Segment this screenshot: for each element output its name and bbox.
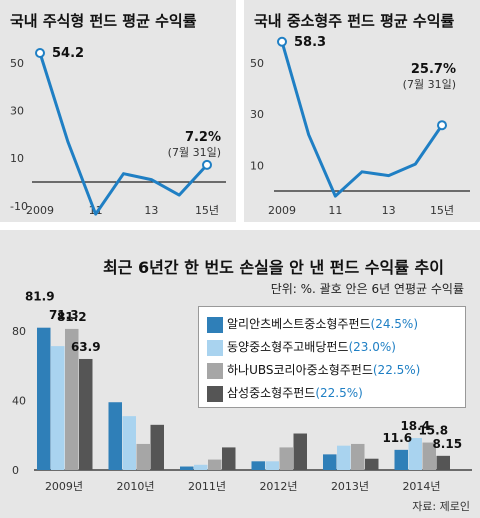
bar <box>136 443 150 470</box>
data-label: 11.6 <box>382 431 412 445</box>
legend-avg: (22.5%) <box>315 386 363 400</box>
panel-smallcap-fund: 국내 중소형주 펀드 평균 수익률 50 30 10 2009 11 13 15년 58.3 2… <box>244 0 480 222</box>
bar <box>408 438 422 470</box>
legend-label: 하나UBS코리아중소형주펀드 <box>227 363 373 377</box>
legend-label: 동양중소형주고배당펀드 <box>227 340 349 354</box>
bar <box>323 454 337 470</box>
legend-item-dongyang: 동양중소형주고배당펀드(23.0%) <box>207 338 396 356</box>
data-point-marker <box>202 159 212 170</box>
x-tick-label: 2011년 <box>188 480 226 493</box>
series-line <box>38 52 209 216</box>
chart-title-equity: 국내 주식형 펀드 평균 수익률 <box>10 12 197 30</box>
data-label: 15.8 <box>418 424 448 438</box>
legend-item-hana: 하나UBS코리아중소형주펀드(22.5%) <box>207 361 420 379</box>
bar <box>351 443 365 470</box>
data-label: 8.15 <box>432 437 462 451</box>
x-tick-label: 15년 <box>195 204 219 217</box>
legend-avg: (23.0%) <box>348 340 396 354</box>
bar <box>422 442 436 470</box>
x-tick-label: 2013년 <box>331 480 369 493</box>
bar <box>279 447 293 470</box>
bar <box>365 458 379 470</box>
y-tick-label: 50 <box>250 57 264 70</box>
bar <box>180 466 194 470</box>
legend-item-samsung: 삼성중소형주펀드(22.5%) <box>207 384 363 402</box>
legend-swatch <box>207 362 223 379</box>
data-label: 63.9 <box>71 340 101 354</box>
x-tick-label: 15년 <box>430 204 454 217</box>
legend-item-allianz: 알리안츠베스트중소형주펀드(24.5%) <box>207 315 418 333</box>
panel-equity-fund: 국내 주식형 펀드 평균 수익률 50 30 10 -10 2009 11 13 15년 54.… <box>0 0 236 222</box>
bar <box>51 346 65 470</box>
y-tick-label: 40 <box>12 395 26 408</box>
data-label-note: (7월 31일) <box>168 145 221 159</box>
bar <box>251 461 265 470</box>
bar <box>65 328 79 470</box>
y-tick-label: 10 <box>10 152 24 165</box>
y-tick-label: 50 <box>10 57 24 70</box>
y-tick-label: 10 <box>250 159 264 172</box>
bar <box>394 449 408 470</box>
x-tick-label: 11 <box>328 204 342 217</box>
data-point-marker <box>277 36 287 47</box>
line-chart-smallcap: 50 30 10 2009 11 13 15년 58.3 25.7%(7월 31일) <box>250 35 470 217</box>
data-label: 81.2 <box>57 310 87 324</box>
x-tick-label: 2010년 <box>116 480 154 493</box>
y-tick-label: 0 <box>12 464 19 477</box>
x-tick-label: 13 <box>144 204 158 217</box>
bar <box>108 402 122 470</box>
y-tick-label: 30 <box>10 105 24 118</box>
legend: 알리안츠베스트중소형주펀드(24.5%) 동양중소형주고배당펀드(23.0%) … <box>198 306 466 408</box>
chart-subtitle-bar: 단위: %. 괄호 안은 6년 연평균 수익률 <box>270 282 464 296</box>
chart-title-smallcap: 국내 중소형주 펀드 평균 수익률 <box>254 12 455 30</box>
data-label: 18.4 <box>400 419 430 433</box>
y-tick-label: 30 <box>250 108 264 121</box>
x-tick-label: 2014년 <box>402 480 440 493</box>
bar <box>122 416 136 470</box>
bar <box>293 433 307 470</box>
bar <box>79 358 93 470</box>
bar <box>150 424 164 470</box>
legend-avg: (24.5%) <box>370 317 419 331</box>
bar <box>37 327 51 470</box>
chart-title-bar: 최근 6년간 한 번도 손실을 안 낸 펀드 수익률 추이 <box>103 258 444 277</box>
bar <box>436 455 450 470</box>
source-note: 자료: 제로인 <box>412 500 470 513</box>
y-tick-label: -10 <box>10 200 28 213</box>
data-label: 71.3 <box>49 308 79 322</box>
x-tick-label: 2009 <box>268 204 296 217</box>
x-tick-label: 2012년 <box>259 480 297 493</box>
legend-avg: (22.5%) <box>372 363 421 377</box>
bar <box>265 461 279 470</box>
data-label: 25.7% <box>411 62 456 77</box>
data-label: 7.2% <box>185 130 221 145</box>
x-tick-label: 2009 <box>26 204 54 217</box>
legend-swatch <box>207 316 223 333</box>
data-label: 58.3 <box>294 35 326 50</box>
bar <box>222 447 236 470</box>
series-line <box>280 41 444 198</box>
bar <box>208 459 222 470</box>
x-tick-label: 2009년 <box>45 480 83 493</box>
legend-label: 삼성중소형주펀드 <box>227 386 316 400</box>
legend-swatch <box>207 385 223 402</box>
data-label-note: (7월 31일) <box>403 77 456 91</box>
data-label: 81.9 <box>25 290 55 304</box>
data-point-marker <box>437 120 447 131</box>
y-tick-label: 80 <box>12 325 26 338</box>
data-label: 54.2 <box>52 46 84 61</box>
x-tick-label: 13 <box>382 204 396 217</box>
data-point-marker <box>35 48 45 59</box>
bar <box>194 464 208 470</box>
bar <box>337 445 351 470</box>
legend-swatch <box>207 339 223 356</box>
legend-label: 알리안츠베스트중소형주펀드 <box>227 317 371 331</box>
